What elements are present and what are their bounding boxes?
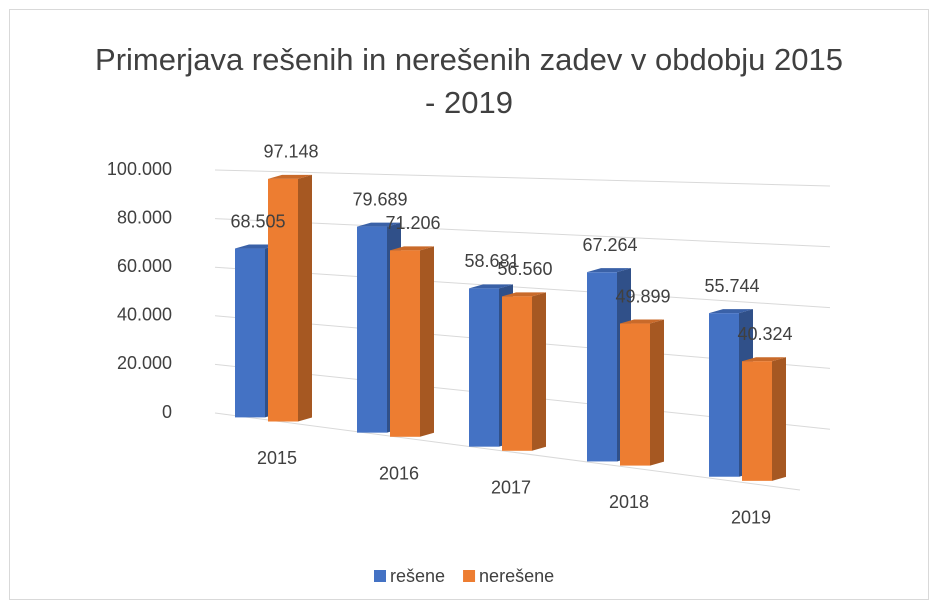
bar-top [268, 174, 312, 179]
bar-side [650, 319, 664, 466]
x-tick-label: 2016 [379, 463, 419, 483]
bar-top [390, 246, 434, 251]
bar-top [620, 319, 664, 324]
bar [620, 319, 664, 466]
bar-top [357, 222, 401, 227]
x-tick-label: 2018 [609, 492, 649, 512]
data-label: 97.148 [263, 142, 318, 162]
data-label: 55.744 [704, 276, 759, 296]
bar-front [742, 361, 772, 481]
data-label: 56.560 [497, 259, 552, 279]
data-label: 40.324 [737, 324, 792, 344]
bar-front [235, 248, 265, 418]
legend-swatch [374, 570, 386, 582]
bars [235, 174, 786, 481]
bar-side [420, 246, 434, 437]
bar-front [587, 272, 617, 462]
bar-front [502, 296, 532, 451]
data-label: 71.206 [385, 213, 440, 233]
bar-top [469, 284, 513, 289]
x-tick-label: 2015 [257, 448, 297, 468]
bar [268, 174, 312, 422]
bar [390, 246, 434, 437]
y-tick-label: 100.000 [107, 159, 172, 179]
bar-front [268, 178, 298, 422]
x-tick-label: 2019 [731, 507, 771, 527]
bar [742, 357, 786, 481]
bar-top [587, 268, 631, 273]
grid-line [214, 169, 831, 187]
bar-side [532, 292, 546, 451]
legend-label: nerešene [479, 566, 554, 586]
bar-top [742, 357, 786, 362]
y-tick-label: 0 [162, 402, 172, 422]
legend-swatch [463, 570, 476, 582]
bar-front [620, 323, 650, 466]
data-label: 68.505 [230, 211, 285, 231]
bar-side [298, 174, 312, 422]
bar-top [502, 292, 546, 297]
bar-front [357, 226, 387, 433]
bar-side [772, 357, 786, 481]
data-label: 49.899 [615, 286, 670, 306]
bar [502, 292, 546, 451]
bar-front [469, 288, 499, 447]
y-tick-label: 60.000 [117, 256, 172, 276]
data-label: 58.681 [464, 251, 519, 271]
grid-line [214, 218, 831, 248]
data-label: 67.264 [582, 235, 637, 255]
data-label: 79.689 [352, 189, 407, 209]
bar-front [390, 250, 420, 437]
legend-label: rešene [390, 566, 445, 586]
y-tick-label: 40.000 [117, 305, 172, 325]
grid-line [214, 266, 831, 309]
y-tick-label: 20.000 [117, 353, 172, 373]
bar-front [709, 313, 739, 477]
y-tick-label: 80.000 [117, 207, 172, 227]
x-tick-label: 2017 [491, 477, 531, 497]
bar-top [709, 309, 753, 314]
chart-title: Primerjava rešenih in nerešenih zadev v … [95, 42, 843, 120]
grid-line [214, 412, 801, 491]
